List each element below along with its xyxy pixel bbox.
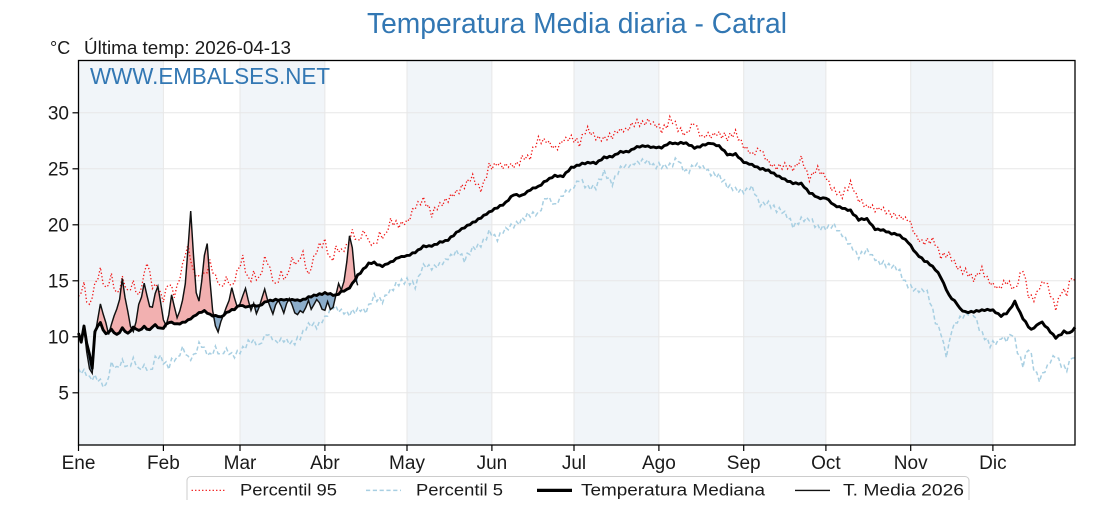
svg-text:Jun: Jun [477,453,508,474]
svg-text:°C: °C [50,38,70,58]
svg-text:20: 20 [48,216,69,237]
svg-text:T. Media 2026: T. Media 2026 [843,481,964,500]
svg-text:Nov: Nov [894,453,928,474]
svg-text:Temperatura Media diaria - Cat: Temperatura Media diaria - Catral [367,8,787,40]
svg-text:Mar: Mar [224,453,257,474]
svg-text:30: 30 [48,104,69,125]
svg-text:15: 15 [48,272,69,293]
svg-text:Percentil 5: Percentil 5 [416,481,503,500]
svg-text:Percentil 95: Percentil 95 [240,481,337,500]
svg-text:Sep: Sep [727,453,761,474]
svg-text:25: 25 [48,160,69,181]
svg-text:WWW.EMBALSES.NET: WWW.EMBALSES.NET [90,63,330,89]
svg-text:Feb: Feb [147,453,180,474]
svg-text:May: May [389,453,425,474]
svg-text:Oct: Oct [811,453,841,474]
svg-text:Temperatura Mediana: Temperatura Mediana [581,481,766,500]
svg-text:Abr: Abr [310,453,340,474]
svg-text:5: 5 [58,384,69,405]
svg-text:Dic: Dic [979,453,1006,474]
svg-text:Ago: Ago [642,453,676,474]
svg-text:Última temp: 2026-04-13: Última temp: 2026-04-13 [84,37,291,58]
svg-text:10: 10 [48,328,69,349]
svg-text:Ene: Ene [62,453,96,474]
svg-text:Jul: Jul [562,453,586,474]
